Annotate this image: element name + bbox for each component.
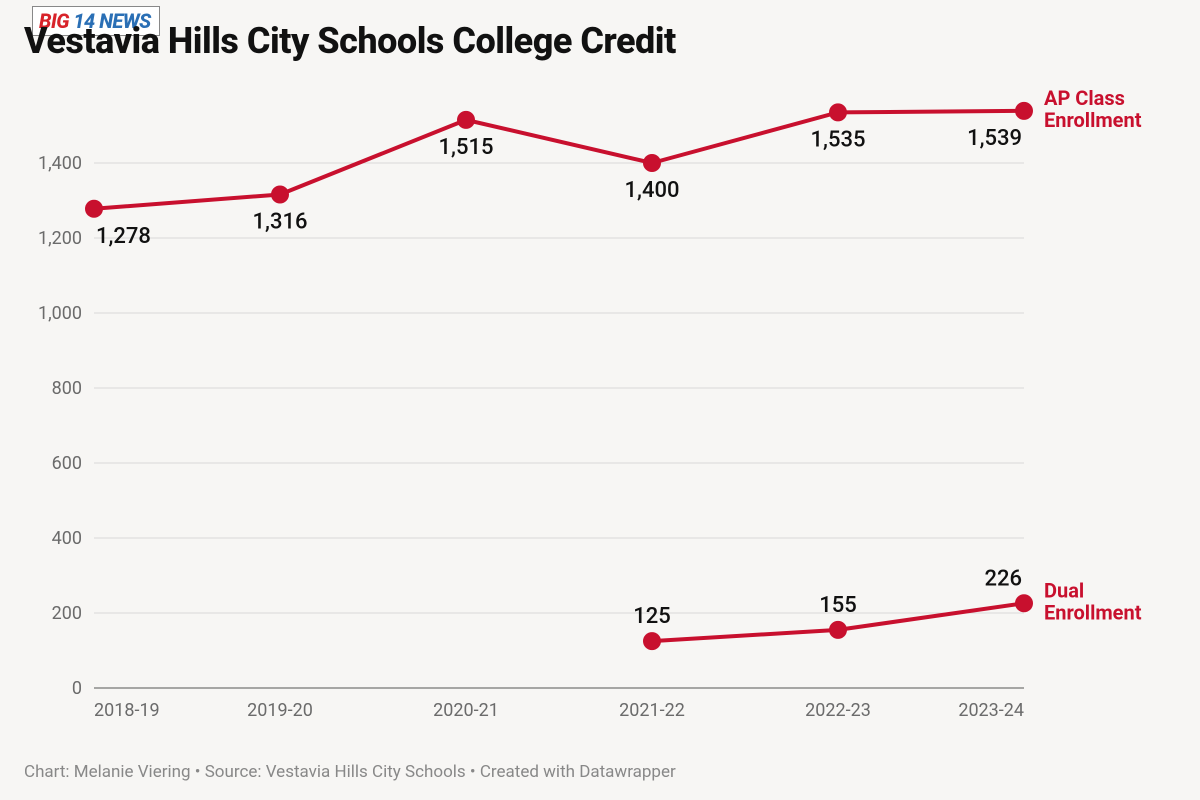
series-label: Enrollment <box>1044 600 1142 624</box>
data-point <box>1015 594 1033 612</box>
data-point <box>1015 102 1033 120</box>
x-tick-label: 2020-21 <box>433 700 499 721</box>
y-tick-label: 800 <box>52 378 82 399</box>
y-tick-label: 600 <box>52 453 82 474</box>
chart-credit: Chart: Melanie Viering • Source: Vestavi… <box>24 762 676 782</box>
data-label: 155 <box>819 593 857 618</box>
y-tick-label: 1,000 <box>38 303 82 324</box>
y-tick-label: 0 <box>72 678 82 699</box>
series-label: Enrollment <box>1044 108 1142 132</box>
x-tick-label: 2021-22 <box>619 700 685 721</box>
x-tick-label: 2022-23 <box>805 700 871 721</box>
data-label: 1,535 <box>811 127 866 152</box>
data-label: 1,316 <box>253 210 308 235</box>
data-label: 1,400 <box>625 178 680 203</box>
data-label: 125 <box>633 604 671 629</box>
y-tick-label: 1,200 <box>38 228 82 249</box>
chart-container: 0 200 400 600 800 1,000 1,200 1,400 2018-19 2019-… <box>24 78 1174 728</box>
data-point <box>829 103 847 121</box>
chart-svg: 0 200 400 600 800 1,000 1,200 1,400 2018-19 2019-… <box>24 78 1174 728</box>
data-point <box>85 200 103 218</box>
data-point <box>643 154 661 172</box>
data-point <box>643 632 661 650</box>
series-label: Dual <box>1044 578 1084 602</box>
data-label: 1,278 <box>96 224 151 249</box>
data-point <box>271 186 289 204</box>
data-point <box>829 621 847 639</box>
x-tick-label: 2018-19 <box>94 700 160 721</box>
x-tick-label: 2023-24 <box>958 700 1024 721</box>
x-tick-label: 2019-20 <box>247 700 313 721</box>
data-label: 1,539 <box>967 126 1022 151</box>
series-line <box>94 111 1024 209</box>
y-tick-label: 200 <box>52 603 82 624</box>
series-label: AP Class <box>1044 86 1125 110</box>
y-tick-label: 1,400 <box>38 153 82 174</box>
chart-title: Vestavia Hills City Schools College Cred… <box>24 20 676 62</box>
data-point <box>457 111 475 129</box>
data-label: 1,515 <box>439 135 494 160</box>
data-label: 226 <box>984 566 1022 591</box>
y-tick-label: 400 <box>52 528 82 549</box>
